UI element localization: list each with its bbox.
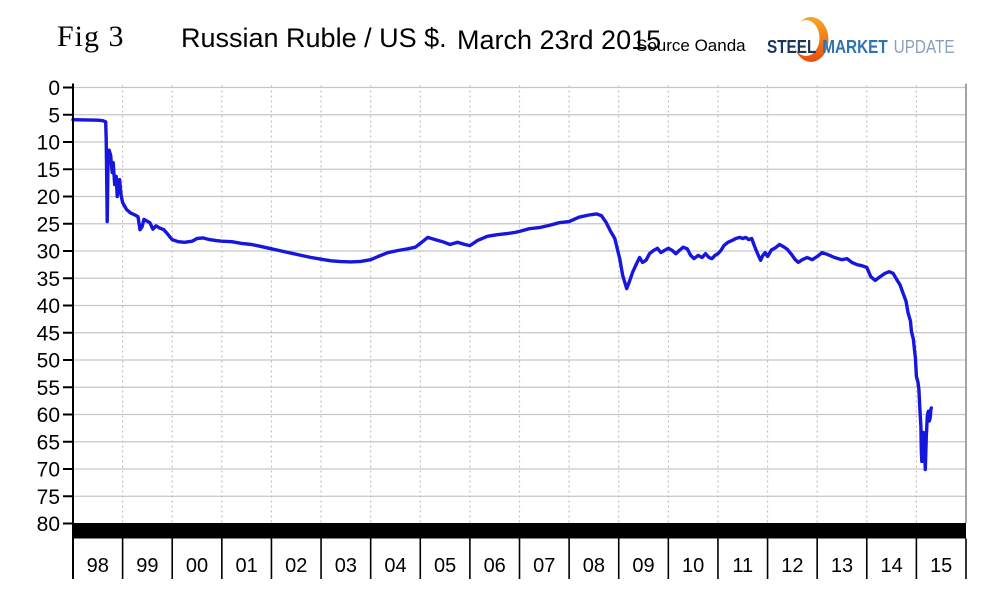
y-label-50: 50 (37, 350, 60, 373)
year-label-13: 13 (831, 555, 853, 577)
year-label-11: 11 (732, 555, 753, 577)
y-label-70: 70 (37, 459, 60, 482)
logo-steel: STEEL (767, 37, 817, 57)
y-label-60: 60 (37, 404, 60, 427)
chart-date: March 23rd 2015 (457, 25, 662, 55)
year-label-98: 98 (87, 555, 109, 577)
y-axis-ticks (63, 86, 73, 525)
year-label-04: 04 (384, 555, 406, 577)
chart-title: Russian Ruble / US $. (181, 23, 447, 53)
v-gridlines (122, 85, 917, 523)
year-label-15: 15 (930, 555, 952, 577)
crescent-icon (793, 17, 829, 62)
y-axis-labels: 0 5 10 15 20 25 30 35 40 45 50 55 60 65 70 75 80 (37, 77, 60, 536)
y-label-30: 30 (37, 241, 60, 264)
y-label-25: 25 (37, 213, 60, 236)
year-label-08: 08 (583, 555, 605, 577)
year-label-99: 99 (136, 555, 158, 577)
y-label-80: 80 (37, 513, 60, 536)
chart-source: Source Oanda (636, 36, 746, 55)
y-label-35: 35 (37, 268, 60, 291)
year-label-09: 09 (632, 555, 654, 577)
year-label-05: 05 (434, 555, 456, 577)
y-label-5: 5 (48, 104, 60, 127)
fig-label: Fig 3 (57, 20, 125, 53)
year-label-01: 01 (236, 555, 258, 577)
y-label-55: 55 (37, 377, 60, 400)
year-label-06: 06 (484, 555, 506, 577)
year-label-02: 02 (285, 555, 307, 577)
x-axis-cells: 98 99 00 01 02 03 04 05 06 07 08 09 10 11 12 13 14 15 (72, 538, 967, 579)
bottom-bar (73, 523, 966, 539)
smu-logo: STEEL MARKET UPDATE (765, 12, 955, 70)
y-label-75: 75 (37, 486, 60, 509)
y-label-15: 15 (37, 159, 60, 182)
year-label-00: 00 (186, 555, 208, 577)
year-label-03: 03 (335, 555, 357, 577)
year-label-07: 07 (533, 555, 555, 577)
logo-text: STEEL MARKET UPDATE (767, 37, 955, 58)
y-label-65: 65 (37, 431, 60, 454)
y-label-0: 0 (48, 77, 60, 100)
y-label-20: 20 (37, 186, 60, 209)
logo-update: UPDATE (893, 37, 955, 57)
logo-market: MARKET (822, 37, 888, 57)
year-label-12: 12 (781, 555, 803, 577)
year-label-10: 10 (682, 555, 704, 577)
year-label-14: 14 (880, 555, 902, 577)
y-label-45: 45 (37, 322, 60, 345)
y-label-40: 40 (37, 295, 60, 318)
rub-usd-line (71, 117, 933, 472)
y-label-10: 10 (37, 132, 60, 155)
